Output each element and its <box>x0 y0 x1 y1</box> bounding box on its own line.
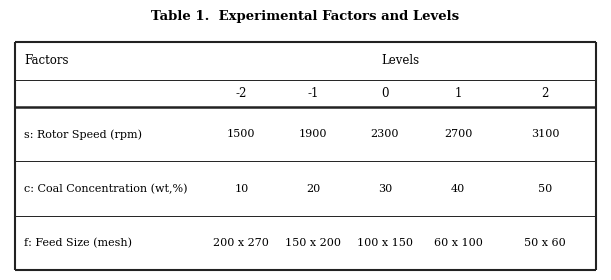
Text: 2300: 2300 <box>371 129 399 139</box>
Text: -2: -2 <box>236 87 247 100</box>
Text: 1: 1 <box>455 87 462 100</box>
Text: Levels: Levels <box>381 54 419 67</box>
Text: Factors: Factors <box>24 54 69 67</box>
Text: 1900: 1900 <box>299 129 327 139</box>
Text: 30: 30 <box>378 184 392 193</box>
Text: Table 1.  Experimental Factors and Levels: Table 1. Experimental Factors and Levels <box>152 10 459 23</box>
Text: s: Rotor Speed (rpm): s: Rotor Speed (rpm) <box>24 129 142 139</box>
Text: 40: 40 <box>451 184 466 193</box>
Text: 60 x 100: 60 x 100 <box>434 238 483 248</box>
Text: 50: 50 <box>538 184 552 193</box>
Text: 100 x 150: 100 x 150 <box>357 238 413 248</box>
Text: -1: -1 <box>307 87 319 100</box>
Text: 10: 10 <box>234 184 249 193</box>
Text: 150 x 200: 150 x 200 <box>285 238 341 248</box>
Text: 2: 2 <box>541 87 549 100</box>
Text: f: Feed Size (mesh): f: Feed Size (mesh) <box>24 238 133 248</box>
Text: 1500: 1500 <box>227 129 255 139</box>
Text: 2700: 2700 <box>444 129 472 139</box>
Text: 200 x 270: 200 x 270 <box>213 238 269 248</box>
Text: 20: 20 <box>306 184 320 193</box>
Text: 3100: 3100 <box>531 129 560 139</box>
Text: c: Coal Concentration (wt,%): c: Coal Concentration (wt,%) <box>24 183 188 194</box>
Text: 0: 0 <box>381 87 389 100</box>
Text: 50 x 60: 50 x 60 <box>524 238 566 248</box>
